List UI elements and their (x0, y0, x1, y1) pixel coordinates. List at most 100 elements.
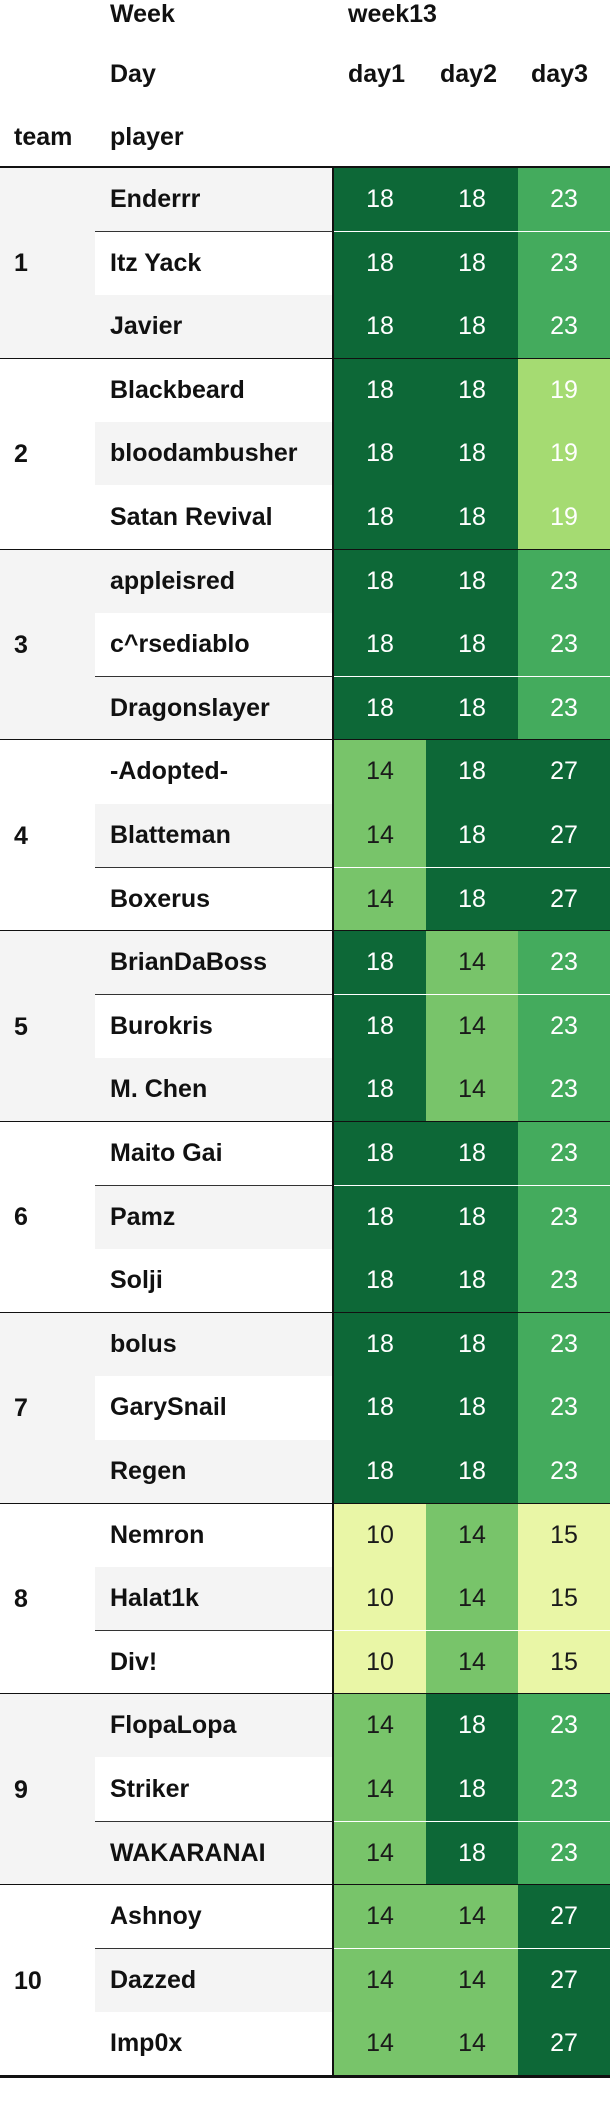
day-label: Day (110, 60, 156, 88)
heatmap-cell: 18 (426, 676, 518, 741)
player-row (95, 1185, 332, 1249)
heatmap-cell: 18 (334, 1185, 426, 1250)
heatmap-cell: 18 (334, 613, 426, 678)
player-name: Dragonslayer (110, 693, 270, 722)
heatmap-cell: 14 (426, 931, 518, 996)
heatmap-cell: 23 (518, 1185, 610, 1250)
player-row (95, 1249, 332, 1313)
player-name: Regen (110, 1457, 187, 1485)
heatmap-cell: 23 (518, 1122, 610, 1187)
heatmap-cell: 14 (426, 1630, 518, 1695)
team-number: 6 (14, 1203, 28, 1232)
player-name: Dazzed (110, 1965, 197, 1994)
team-number: 8 (14, 1585, 28, 1613)
heatmap-cell: 23 (518, 1758, 610, 1823)
heatmap-cell: 18 (334, 168, 426, 233)
player-row (95, 1567, 332, 1631)
player-row (95, 931, 332, 995)
heatmap-cell: 10 (334, 1630, 426, 1695)
player-name: c^rsediablo (110, 630, 250, 659)
player-row (95, 2012, 332, 2076)
heatmap-cell: 27 (518, 2012, 610, 2077)
heatmap-cell: 23 (518, 676, 610, 741)
player-name: Boxerus (110, 884, 211, 913)
player-row (95, 1885, 332, 1949)
player-name: Nemron (110, 1520, 205, 1549)
player-row (95, 1758, 332, 1821)
player-name: FlopaLopa (110, 1711, 237, 1740)
heatmap-cell: 18 (334, 676, 426, 741)
team-block (0, 358, 95, 550)
heatmap-cell: 14 (426, 1567, 518, 1632)
heatmap-cell: 14 (334, 867, 426, 932)
heatmap-cell: 18 (426, 549, 518, 614)
heatmap-cell: 23 (518, 613, 610, 678)
team-number: 10 (14, 1966, 42, 1995)
heatmap-cell: 18 (334, 931, 426, 996)
player-column-header: player (110, 123, 184, 151)
table-top-border (0, 166, 610, 169)
heatmap-cell: 23 (518, 1058, 610, 1123)
team-number: 4 (14, 821, 28, 850)
player-row (95, 1376, 332, 1440)
heatmap-cell: 14 (426, 1058, 518, 1123)
team-block (0, 1694, 95, 1886)
heatmap-cell: 23 (518, 231, 610, 296)
heatmap-cell: 27 (518, 740, 610, 805)
player-row (95, 486, 332, 549)
team-number: 5 (14, 1012, 28, 1041)
team-block (0, 1885, 95, 2076)
heatmap-cell: 18 (426, 804, 518, 869)
heatmap-cell: 18 (426, 1758, 518, 1823)
heatmap-cell: 10 (334, 1503, 426, 1568)
player-name: bolus (110, 1329, 177, 1358)
heatmap-cell: 18 (334, 994, 426, 1059)
heatmap-cell: 14 (334, 740, 426, 805)
player-row (95, 1312, 332, 1376)
heatmap-cell: 18 (426, 1185, 518, 1250)
heatmap-cell: 18 (426, 740, 518, 805)
heatmap-cell: 23 (518, 1821, 610, 1886)
heatmap-cell: 18 (334, 1058, 426, 1123)
player-name: bloodambusher (110, 439, 298, 468)
player-name: appleisred (110, 566, 236, 595)
player-row (95, 1058, 332, 1122)
column-divider (332, 166, 334, 2076)
team-number: 7 (14, 1394, 28, 1423)
heatmap-cell: 18 (426, 1249, 518, 1314)
heatmap-cell: 18 (426, 1312, 518, 1377)
player-name: Itz Yack (110, 248, 202, 277)
player-name: Halat1k (110, 1584, 199, 1613)
heatmap-cell: 23 (518, 549, 610, 614)
heatmap-cell: 27 (518, 804, 610, 869)
player-name: Blackbeard (110, 375, 245, 404)
heatmap-cell: 18 (426, 1122, 518, 1187)
heatmap-cell: 27 (518, 867, 610, 932)
day-header-2: day2 (440, 60, 497, 88)
team-block (0, 168, 95, 359)
team-block (0, 740, 95, 932)
team-block (0, 931, 95, 1122)
heatmap-cell: 18 (334, 1440, 426, 1505)
heatmap-cell: 18 (426, 486, 518, 551)
heatmap-cell: 18 (426, 168, 518, 233)
heatmap-cell: 18 (426, 1440, 518, 1505)
player-row (95, 613, 332, 677)
player-name: Burokris (110, 1011, 213, 1040)
heatmap-cell: 18 (334, 295, 426, 360)
heatmap-cell: 14 (334, 1885, 426, 1950)
heatmap-cell: 18 (426, 295, 518, 360)
player-row (95, 168, 332, 231)
player-name: Enderrr (110, 185, 201, 213)
day-header-3: day3 (531, 60, 588, 88)
player-name: Javier (110, 312, 183, 341)
heatmap-cell: 23 (518, 1440, 610, 1505)
player-name: BrianDaBoss (110, 948, 267, 977)
heatmap-cell: 18 (334, 1312, 426, 1377)
heatmap-cell: 14 (334, 1821, 426, 1886)
week-value: week13 (348, 0, 437, 28)
heatmap-cell: 23 (518, 1312, 610, 1377)
player-name: WAKARANAI (110, 1838, 266, 1867)
heatmap-cell: 14 (334, 2012, 426, 2077)
heatmap-cell: 18 (426, 613, 518, 678)
